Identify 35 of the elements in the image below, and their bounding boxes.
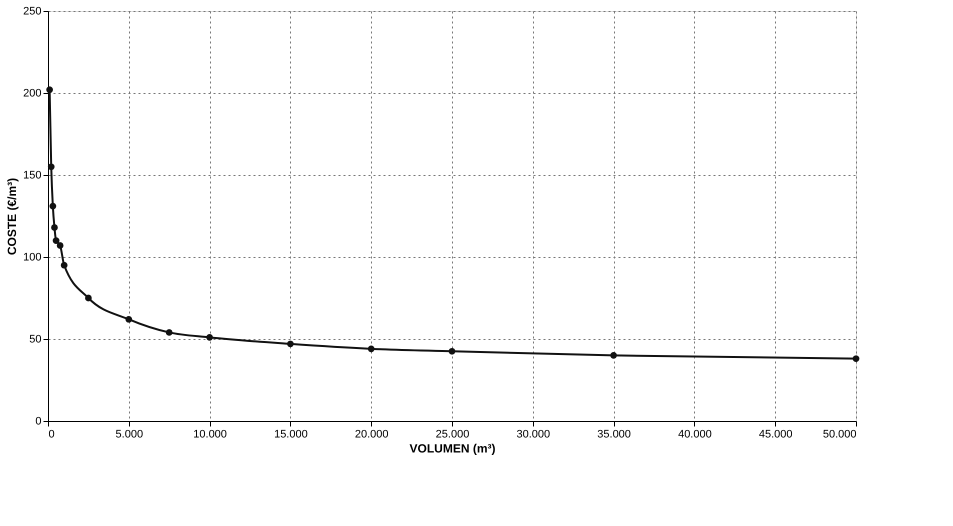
point [448, 348, 456, 355]
y-axis-title: COSTE (€/m³) [5, 178, 20, 256]
y-tick-label: 100 [23, 252, 42, 264]
y-tick-label: 200 [23, 88, 42, 100]
point [166, 329, 173, 336]
x-tick-label: 15.000 [274, 428, 308, 440]
point [49, 202, 56, 210]
x-tick-label: 5.000 [116, 428, 144, 440]
x-tick-label: 10.000 [193, 428, 227, 440]
y-tick-label: 50 [29, 334, 42, 346]
x-tick-label: 40.000 [678, 428, 712, 440]
y-tick-label: 150 [23, 170, 42, 182]
point [52, 237, 60, 244]
y-tick-label: 250 [23, 6, 42, 18]
x-tick-label: 30.000 [516, 428, 550, 440]
point [852, 355, 860, 362]
point [56, 242, 64, 249]
y-tick-label: 0 [35, 416, 42, 428]
x-axis-title: VOLUMEN (m³) [410, 442, 496, 456]
x-tick-label: 25.000 [436, 428, 470, 440]
point [51, 224, 58, 231]
point [48, 163, 55, 170]
point [287, 340, 294, 348]
x-tick-label: 35.000 [597, 428, 631, 440]
point [85, 294, 92, 302]
x-tick-label: 50.000 [822, 428, 856, 440]
x-tick-label: 45.000 [758, 428, 793, 440]
x-tick-label: 20.000 [354, 428, 389, 440]
x-tick-label: 0 [48, 428, 55, 440]
point [368, 345, 375, 352]
point [60, 262, 68, 269]
point [610, 352, 617, 359]
point [46, 86, 53, 94]
point [125, 316, 132, 323]
point [206, 334, 213, 341]
